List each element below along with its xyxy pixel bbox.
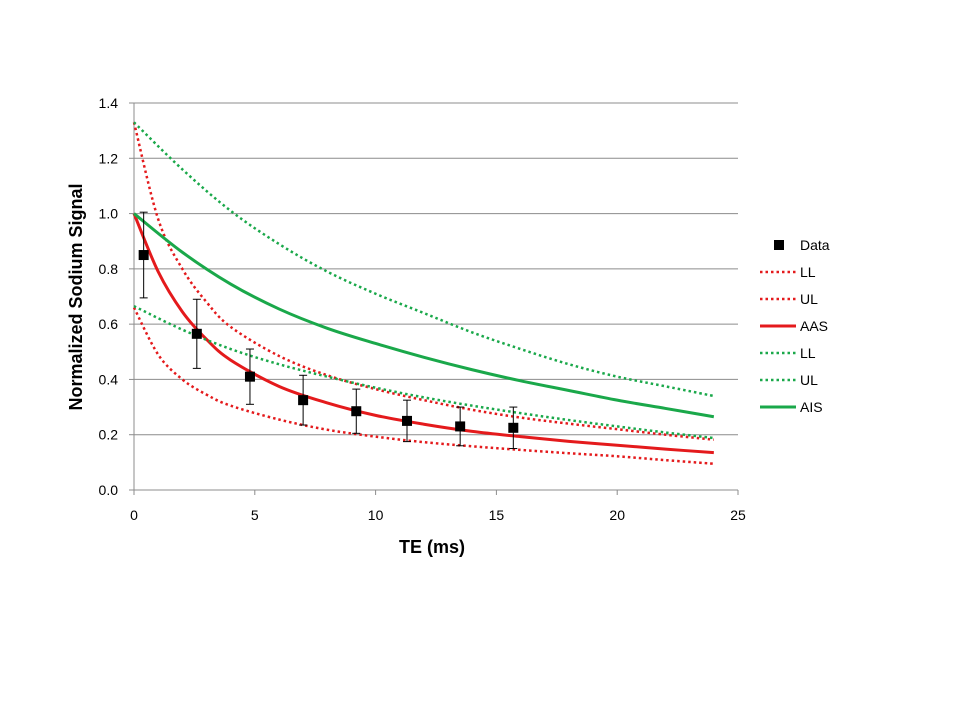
data-point-5 xyxy=(402,415,413,426)
y-tick-label-5: 1.0 xyxy=(99,206,119,222)
x-tick-label-3: 15 xyxy=(489,507,505,523)
y-tick-label-4: 0.8 xyxy=(99,261,119,277)
x-tick-label-4: 20 xyxy=(609,507,625,523)
legend-label-5: UL xyxy=(800,372,818,388)
series-line-ll-3 xyxy=(133,305,714,440)
tick-labels: 0.0 0.2 0.4 0.6 0.8 1.0 1.2 1.4 0 5 10 15 20 25 xyxy=(99,95,746,523)
legend-label-2: UL xyxy=(800,291,818,307)
data-points-layer xyxy=(138,211,519,450)
x-axis-title: TE (ms) xyxy=(399,537,465,557)
legend-label-0: Data xyxy=(800,237,830,253)
legend-label-3: AAS xyxy=(800,318,828,334)
y-tick-label-0: 0.0 xyxy=(99,482,119,498)
y-tick-label-1: 0.2 xyxy=(99,427,119,443)
series-layer xyxy=(132,121,715,465)
data-point-4 xyxy=(351,406,362,417)
data-point-6 xyxy=(455,421,466,432)
legend-label-1: LL xyxy=(800,264,816,280)
data-point-1 xyxy=(191,328,202,339)
y-axis-title: Normalized Sodium Signal xyxy=(66,183,86,410)
y-tick-label-3: 0.6 xyxy=(99,316,119,332)
series-line-aas-2 xyxy=(132,212,714,455)
data-point-2 xyxy=(244,371,255,382)
data-point-7 xyxy=(508,422,519,433)
gridlines xyxy=(134,102,738,436)
data-point-0 xyxy=(138,250,149,261)
y-tick-label-2: 0.4 xyxy=(99,371,119,387)
y-tick-label-7: 1.4 xyxy=(99,95,119,111)
axes xyxy=(129,102,739,495)
x-tick-label-5: 25 xyxy=(730,507,746,523)
legend: Data LL UL AAS LL UL AIS xyxy=(760,237,830,415)
legend-label-6: AIS xyxy=(800,399,823,415)
data-point-3 xyxy=(298,395,309,406)
legend-label-4: LL xyxy=(800,345,816,361)
series-line-ais-5 xyxy=(133,212,715,419)
x-tick-label-2: 10 xyxy=(368,507,384,523)
legend-marker-data xyxy=(774,240,784,250)
y-tick-label-6: 1.2 xyxy=(99,150,119,166)
x-tick-label-1: 5 xyxy=(251,507,259,523)
x-tick-label-0: 0 xyxy=(130,507,138,523)
